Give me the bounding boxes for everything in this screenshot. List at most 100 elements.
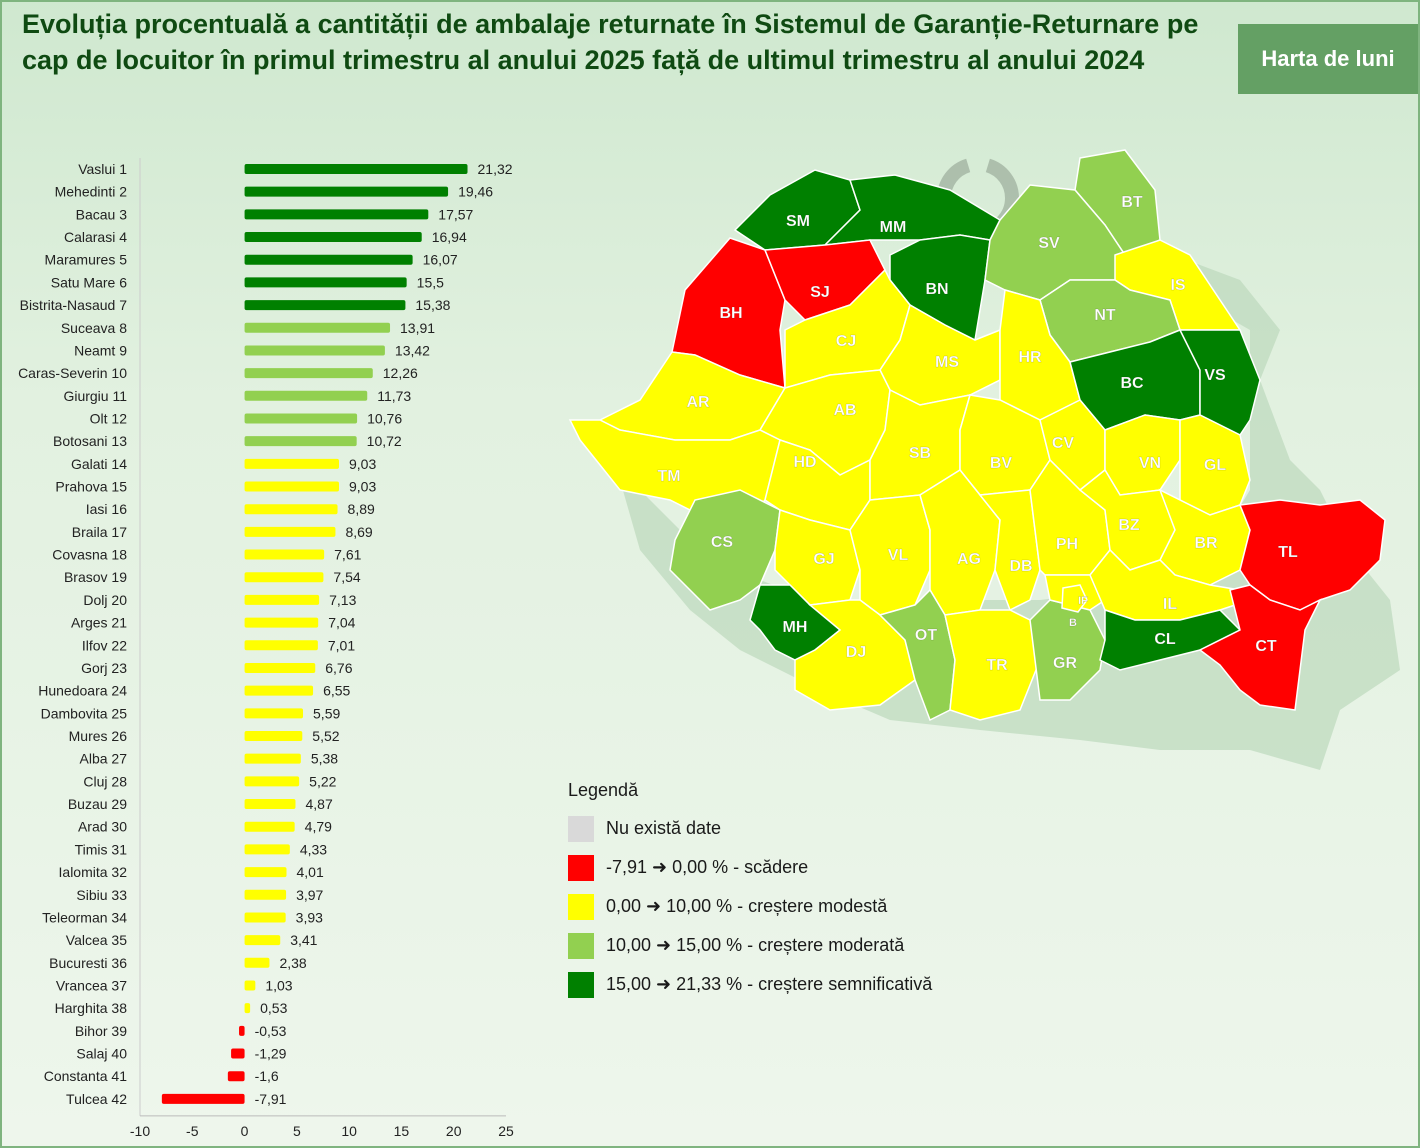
county-label: IS [1170,277,1185,294]
county-vl[interactable] [849,494,931,616]
county-tr[interactable] [944,609,1041,721]
data-label: 19,46 [458,184,493,200]
bar [244,617,319,628]
county-label: MH [783,619,808,636]
county-label: BH [719,305,742,322]
county-label: VL [888,547,909,564]
category-label: Caras-Severin 10 [18,365,127,381]
category-label: Cluj 28 [83,773,127,789]
category-label: Mehedinti 2 [55,184,128,200]
category-label: Galati 14 [71,456,127,472]
legend-item[interactable]: -7,91 ➜ 0,00 % - scădere [568,848,932,887]
category-label: Satu Mare 6 [51,274,127,290]
data-label: 6,55 [323,683,350,699]
data-label: 10,72 [367,433,402,449]
data-label: 3,97 [296,887,323,903]
bar [244,458,339,469]
county-label: GR [1053,655,1077,672]
county-vs[interactable] [1178,329,1261,436]
data-label: 4,01 [297,864,324,880]
county-ct[interactable] [1198,584,1322,711]
county-label: BR [1194,535,1218,552]
category-label: Constanta 41 [44,1068,127,1084]
data-label: 8,89 [348,501,375,517]
category-label: Vaslui 1 [78,161,127,177]
county-label: BC [1120,375,1144,392]
county-label: BV [990,455,1013,472]
county-b[interactable] [1061,584,1088,613]
bar [244,390,368,401]
bar [244,1003,251,1014]
category-label: Brasov 19 [64,569,127,585]
map-by-month-button[interactable]: Harta de luni [1238,24,1418,94]
bar [244,957,270,968]
bar [244,662,316,673]
category-label: Ialomita 32 [59,864,128,880]
legend-swatch [568,854,594,881]
bar [231,1048,245,1059]
category-label: Dolj 20 [83,592,127,608]
category-label: Covasna 18 [52,547,127,563]
data-label: 13,42 [395,342,430,358]
bar-chart: Vaslui 1 21,32 Mehedinti 2 19,46 Bacau 3 17,5… [18,158,514,1139]
county-gj[interactable] [774,508,861,606]
county-label: HD [793,454,816,471]
bar [244,753,301,764]
legend-label: 15,00 ➜ 21,33 % - creștere semnificativă [606,974,933,994]
county-label: CV [1052,435,1075,452]
county-br[interactable] [1158,488,1251,586]
legend-item[interactable]: 15,00 ➜ 21,33 % - creștere semnificativă [568,965,932,1004]
data-label: 9,03 [349,456,376,472]
category-label: Tulcea 42 [66,1091,127,1107]
bar [244,799,296,810]
bar [244,685,314,696]
county-label: PH [1056,536,1078,553]
category-label: Ilfov 22 [82,637,127,653]
legend-item[interactable]: Nu există date [568,809,932,848]
county-label: IL [1163,596,1177,613]
county-dj[interactable] [794,599,916,711]
data-label: 16,94 [432,229,467,245]
bar [244,504,338,515]
data-label: -1,29 [255,1046,287,1062]
x-tick-label: 10 [341,1123,357,1139]
x-tick-label: -5 [186,1123,199,1139]
x-tick-label: -10 [130,1123,150,1139]
bar [244,232,422,243]
bar [244,980,256,991]
county-label: BT [1121,194,1143,211]
data-label: -1,6 [255,1068,279,1084]
data-label: 11,73 [377,388,411,404]
bar [244,277,407,288]
data-label: 3,93 [296,909,323,925]
legend-item[interactable]: 0,00 ➜ 10,00 % - creștere modestă [568,887,932,926]
county-label: AG [957,551,981,568]
bar [244,322,391,333]
category-label: Braila 17 [72,524,127,540]
data-label: 5,52 [312,728,339,744]
category-label: Calarasi 4 [64,229,127,245]
category-label: Maramures 5 [45,252,128,268]
data-label: 7,13 [329,592,356,608]
county-label: OT [915,627,937,644]
category-label: Suceava 8 [61,320,127,336]
data-label: 9,03 [349,479,376,495]
data-label: 4,87 [305,796,332,812]
data-label: 17,57 [438,206,473,222]
bar [244,844,290,855]
county-tl[interactable] [1238,499,1386,611]
data-label: -0,53 [255,1023,287,1039]
category-label: Timis 31 [75,841,128,857]
bar [244,526,336,537]
legend-item[interactable]: 10,00 ➜ 15,00 % - creștere moderată [568,926,932,965]
category-label: Buzau 29 [68,796,127,812]
data-label: 3,41 [290,932,317,948]
county-label: VS [1204,367,1226,384]
x-tick-label: 15 [394,1123,410,1139]
county-label: CS [711,534,734,551]
category-label: Valcea 35 [66,932,127,948]
category-label: Harghita 38 [55,1000,128,1016]
bar [244,345,385,356]
category-label: Prahova 15 [55,479,127,495]
data-label: 7,54 [333,569,360,585]
